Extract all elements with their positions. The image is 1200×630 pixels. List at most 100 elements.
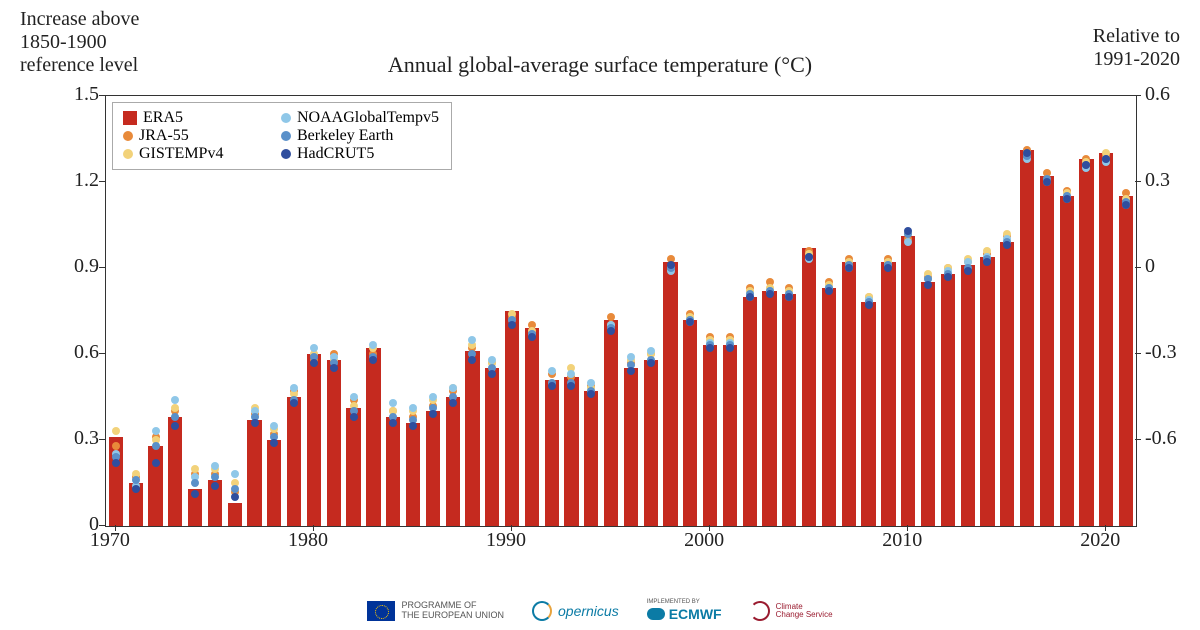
bar-era5 bbox=[327, 360, 341, 526]
dot-hadcrut5 bbox=[1082, 161, 1090, 169]
bar-era5 bbox=[148, 446, 162, 526]
dot-gistempv4 bbox=[191, 465, 199, 473]
bar-era5 bbox=[465, 351, 479, 526]
dot-noaaglobaltempv5 bbox=[171, 396, 179, 404]
y-right-tick: 0.3 bbox=[1145, 169, 1170, 192]
legend-label: Berkeley Earth bbox=[297, 127, 393, 145]
dot-gistempv4 bbox=[171, 404, 179, 412]
legend: ERA5 NOAAGlobalTempv5 JRA-55 Berkeley Earth… bbox=[112, 102, 452, 170]
bar-era5 bbox=[941, 274, 955, 526]
legend-item: NOAAGlobalTempv5 bbox=[281, 109, 439, 127]
dot-noaaglobaltempv5 bbox=[548, 367, 556, 375]
dot-hadcrut5 bbox=[627, 367, 635, 375]
footer-credits: PROGRAMME OF THE EUROPEAN UNION opernicu… bbox=[0, 599, 1200, 622]
dot-hadcrut5 bbox=[825, 287, 833, 295]
dot-hadcrut5 bbox=[805, 253, 813, 261]
bar-era5 bbox=[961, 265, 975, 526]
y-right-tick: 0.6 bbox=[1145, 83, 1170, 106]
bar-era5 bbox=[1099, 153, 1113, 526]
bar-era5 bbox=[366, 348, 380, 526]
x-tick: 2000 bbox=[684, 529, 724, 552]
dot-noaaglobaltempv5 bbox=[270, 422, 278, 430]
dot-hadcrut5 bbox=[785, 293, 793, 301]
dot-hadcrut5 bbox=[191, 490, 199, 498]
bar-era5 bbox=[247, 420, 261, 526]
dot-hadcrut5 bbox=[231, 493, 239, 501]
x-tick: 1990 bbox=[486, 529, 526, 552]
dot-noaaglobaltempv5 bbox=[369, 341, 377, 349]
dot-noaaglobaltempv5 bbox=[647, 347, 655, 355]
dot-hadcrut5 bbox=[152, 459, 160, 467]
legend-label: NOAAGlobalTempv5 bbox=[297, 109, 439, 127]
credit-c3s: Climate Change Service bbox=[750, 601, 833, 621]
bar-era5 bbox=[346, 408, 360, 526]
legend-label: JRA-55 bbox=[139, 127, 189, 145]
y-left-label: Increase above 1850-1900 reference level bbox=[20, 8, 139, 77]
bar-era5 bbox=[307, 354, 321, 526]
y-right-label: Relative to 1991-2020 bbox=[1093, 25, 1180, 71]
bar-era5 bbox=[723, 345, 737, 526]
bar-era5 bbox=[287, 397, 301, 526]
bar-era5 bbox=[525, 328, 539, 526]
bar-era5 bbox=[743, 297, 757, 526]
legend-dot-icon bbox=[281, 149, 291, 159]
y-left-tick: 0.9 bbox=[74, 255, 99, 278]
bar-era5 bbox=[921, 282, 935, 526]
legend-item: Berkeley Earth bbox=[281, 127, 421, 145]
dot-hadcrut5 bbox=[389, 419, 397, 427]
dot-noaaglobaltempv5 bbox=[468, 336, 476, 344]
legend-item: JRA-55 bbox=[123, 127, 263, 145]
x-tick: 1970 bbox=[90, 529, 130, 552]
dot-hadcrut5 bbox=[1043, 178, 1051, 186]
bar-era5 bbox=[426, 411, 440, 526]
credit-ecmwf: IMPLEMENTED BY ECMWF bbox=[647, 599, 722, 622]
bar-era5 bbox=[267, 440, 281, 526]
bar-era5 bbox=[1060, 196, 1074, 526]
dot-gistempv4 bbox=[112, 427, 120, 435]
dot-hadcrut5 bbox=[964, 267, 972, 275]
bar-era5 bbox=[1079, 159, 1093, 526]
dot-berkeley earth bbox=[152, 442, 160, 450]
dot-hadcrut5 bbox=[607, 327, 615, 335]
dot-hadcrut5 bbox=[330, 364, 338, 372]
dot-berkeley earth bbox=[211, 473, 219, 481]
dot-hadcrut5 bbox=[587, 390, 595, 398]
dot-hadcrut5 bbox=[508, 321, 516, 329]
bar-era5 bbox=[386, 417, 400, 526]
dot-noaaglobaltempv5 bbox=[211, 462, 219, 470]
dot-hadcrut5 bbox=[1063, 195, 1071, 203]
legend-item: HadCRUT5 bbox=[281, 145, 421, 163]
bar-era5 bbox=[802, 248, 816, 526]
bar-era5 bbox=[901, 236, 915, 526]
dot-hadcrut5 bbox=[290, 399, 298, 407]
bar-era5 bbox=[842, 262, 856, 526]
dot-hadcrut5 bbox=[667, 261, 675, 269]
bar-era5 bbox=[545, 380, 559, 526]
copernicus-icon bbox=[532, 601, 552, 621]
dot-hadcrut5 bbox=[310, 359, 318, 367]
dot-hadcrut5 bbox=[904, 227, 912, 235]
y-left-tick: 0.6 bbox=[74, 341, 99, 364]
y-right-tick: 0 bbox=[1145, 255, 1155, 278]
dot-hadcrut5 bbox=[726, 344, 734, 352]
y-left-tick: 0.3 bbox=[74, 427, 99, 450]
bar-era5 bbox=[168, 417, 182, 526]
dot-hadcrut5 bbox=[1122, 201, 1130, 209]
bar-era5 bbox=[782, 294, 796, 526]
legend-item: ERA5 bbox=[123, 109, 263, 127]
bar-era5 bbox=[505, 311, 519, 526]
y-left-tick: 1.5 bbox=[74, 83, 99, 106]
bar-era5 bbox=[1040, 176, 1054, 526]
bar-era5 bbox=[881, 262, 895, 526]
dot-hadcrut5 bbox=[429, 410, 437, 418]
bar-era5 bbox=[980, 257, 994, 526]
bar-era5 bbox=[1000, 242, 1014, 526]
bar-era5 bbox=[604, 320, 618, 526]
dot-noaaglobaltempv5 bbox=[567, 370, 575, 378]
chart-title: Annual global-average surface temperatur… bbox=[270, 52, 930, 78]
legend-square-icon bbox=[123, 111, 137, 125]
legend-label: HadCRUT5 bbox=[297, 145, 374, 163]
credit-copernicus: opernicus bbox=[532, 601, 619, 621]
dot-jra-55 bbox=[607, 313, 615, 321]
dot-hadcrut5 bbox=[171, 422, 179, 430]
